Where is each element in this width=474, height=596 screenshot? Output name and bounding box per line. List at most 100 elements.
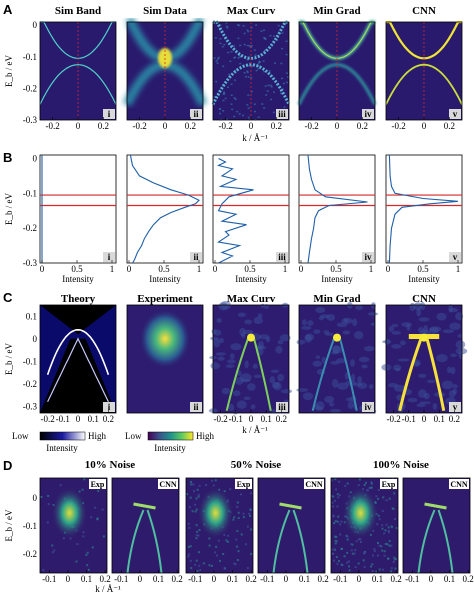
y-tick-label: -0.3 (23, 401, 38, 411)
panel-title: Experiment (137, 293, 193, 305)
noise-pixel (363, 565, 366, 568)
roman-label: iv (364, 252, 372, 262)
noise-blob (225, 364, 235, 368)
x-tick-label: -0.2 (305, 121, 319, 131)
panel-c-iii: Max Curv iii (208, 293, 293, 415)
y-tick-label: 0.1 (26, 311, 37, 321)
noise-pixel (226, 540, 229, 543)
noise-pixel (375, 495, 378, 498)
noise-blob (253, 316, 263, 325)
noise-dot (247, 30, 250, 33)
noise-blob (455, 340, 466, 349)
y-tick-label: -0.2 (23, 379, 37, 389)
x-tick-label: 0 (422, 121, 427, 131)
noise-blob (452, 388, 458, 395)
noise-dot (242, 25, 245, 27)
noise-pixel (362, 559, 365, 562)
noise-pixel (355, 540, 358, 543)
noise-pixel (249, 508, 252, 511)
noise-pixel (197, 495, 200, 498)
noise-pixel (387, 526, 390, 529)
roman-label: v (453, 402, 458, 412)
x-tick-label: -0.1 (405, 574, 419, 584)
noise-pixel (190, 567, 193, 570)
panel-a-iv: Min Grad iv -0.2 0 0.2 (297, 5, 377, 131)
noise-dot (237, 37, 240, 40)
y-tick-label: 0 (33, 153, 38, 163)
noise-dot (286, 76, 289, 78)
colorbar-low-label: Low (125, 431, 142, 441)
x-tick-label: 1 (456, 264, 461, 274)
noise-dot (280, 92, 283, 95)
noise-dot (285, 40, 288, 43)
noise-dot (243, 32, 246, 35)
x-tick-label: 0.2 (100, 574, 111, 584)
tag-box (158, 479, 178, 489)
noise-dot (215, 80, 218, 83)
noise-blob (357, 376, 362, 384)
noise-pixel (350, 543, 353, 546)
axes-frame (126, 304, 204, 414)
noise-blob (419, 401, 431, 405)
tag-box (304, 479, 324, 489)
noise-pixel (250, 528, 253, 531)
noise-pixel (198, 564, 201, 567)
x-tick-label: 0.2 (172, 574, 183, 584)
noise-pixel (236, 545, 239, 548)
noise-blob (342, 330, 351, 335)
cnn-band-top (279, 502, 302, 510)
x-tick-label: 0 (163, 121, 168, 131)
noise-pixel (388, 544, 391, 547)
noise-dot (254, 54, 257, 56)
noise-blob (400, 340, 406, 346)
noise-pixel (46, 521, 49, 524)
cnn-band-right (146, 509, 163, 574)
panel-title: Max Curv (227, 293, 276, 305)
x-tick-label: 0.1 (153, 574, 164, 584)
noise-pixel (357, 538, 360, 541)
roman-box (103, 402, 115, 412)
noise-pixel (195, 537, 198, 540)
panel-title: Sim Band (55, 5, 101, 17)
noise-blob (228, 403, 235, 412)
noise-dot (250, 27, 253, 29)
noise-pixel (94, 506, 97, 509)
noise-pixel (248, 512, 251, 515)
noise-dot (282, 82, 285, 85)
noise-pixel (211, 479, 214, 482)
noise-dot (272, 111, 275, 114)
noise-blob (312, 360, 322, 367)
tag-box (235, 479, 252, 489)
noise-pixel (378, 544, 381, 547)
noise-blob (301, 319, 307, 326)
x-tick-label: 0 (429, 574, 434, 584)
noise-dot (250, 90, 253, 93)
axes-frame (330, 477, 399, 574)
x-axis-label: k / Å⁻¹ (242, 133, 268, 143)
noise-blob (418, 317, 430, 322)
noise-blob (244, 360, 249, 369)
noise-blob (216, 318, 222, 324)
noise-dot (233, 97, 236, 99)
noise-pixel (368, 487, 371, 490)
noise-pixel (223, 567, 226, 570)
noise-pixel (214, 479, 217, 482)
group-title: 100% Noise (373, 459, 429, 471)
colorbar-title: Intensity (154, 443, 186, 453)
axes-frame (212, 154, 290, 264)
noise-blob (336, 322, 348, 328)
band-left (225, 338, 249, 411)
noise-dot (247, 116, 250, 119)
noise-pixel (369, 565, 372, 568)
noise-pixel (187, 553, 190, 556)
noise-pixel (249, 514, 252, 517)
noise-dot (233, 45, 236, 47)
x-tick-label: 0 (213, 264, 218, 274)
noise-dot (234, 69, 237, 72)
noise-dot (244, 75, 247, 78)
x-tick-label: 1 (110, 264, 115, 274)
x-tick-label: -0.1 (402, 414, 416, 424)
intensity-profile (129, 154, 200, 264)
x-tick-label: 0.2 (357, 121, 368, 131)
noise-pixel (381, 510, 384, 513)
